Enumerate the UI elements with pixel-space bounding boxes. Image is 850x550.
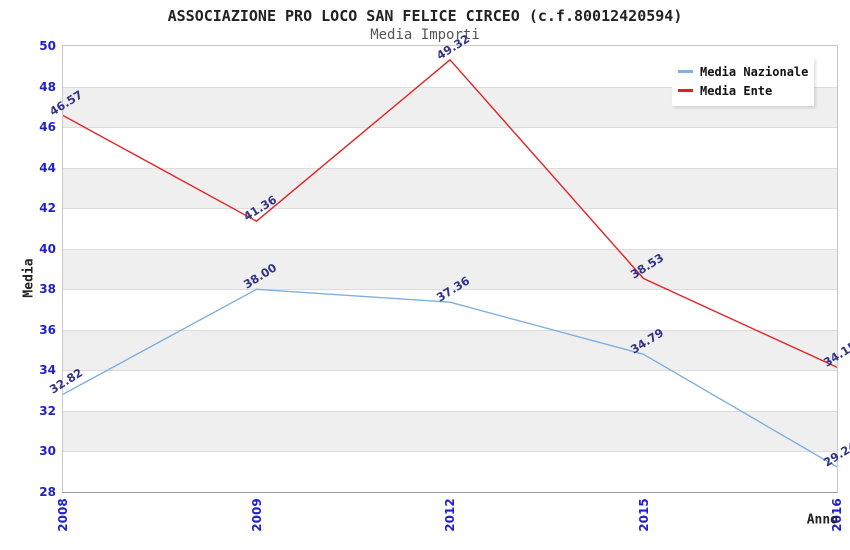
y-tick-label: 50 bbox=[39, 39, 56, 53]
y-tick-label: 40 bbox=[39, 241, 56, 256]
legend-swatch-media-nazionale-line bbox=[678, 70, 693, 73]
gridline bbox=[63, 127, 837, 129]
legend-item-media-nazionale: Media Nazionale bbox=[678, 62, 814, 81]
gridline bbox=[63, 451, 837, 453]
plot-band bbox=[63, 127, 837, 168]
gridline bbox=[63, 289, 837, 291]
legend-swatch-media-ente-line bbox=[678, 89, 693, 92]
plot-band bbox=[63, 451, 837, 492]
gridline bbox=[63, 410, 837, 412]
plot-band bbox=[63, 289, 837, 330]
y-tick-label: 46 bbox=[39, 120, 56, 135]
y-tick-label: 48 bbox=[39, 79, 56, 94]
plot-band bbox=[63, 410, 837, 452]
y-tick-label: 42 bbox=[39, 201, 56, 216]
x-tick-label: 2008 bbox=[56, 498, 70, 532]
y-axis-title: Media bbox=[21, 258, 37, 298]
gridline bbox=[63, 329, 837, 331]
gridline bbox=[63, 370, 837, 372]
chart-title: ASSOCIAZIONE PRO LOCO SAN FELICE CIRCEO … bbox=[167, 7, 683, 25]
y-tick-label: 34 bbox=[39, 363, 56, 378]
plot-band bbox=[63, 248, 837, 290]
y-tick-label: 28 bbox=[39, 485, 56, 499]
plot-area: 32.82 38.00 37.36 34.79 29.24 46.57 41.36 49.32… bbox=[47, 31, 850, 493]
gridline bbox=[63, 208, 837, 210]
plot-band bbox=[63, 208, 837, 249]
y-tick-label: 38 bbox=[39, 282, 56, 297]
x-tick-label: 2009 bbox=[249, 498, 264, 532]
plot-band bbox=[63, 370, 837, 411]
y-tick-label: 30 bbox=[39, 444, 56, 459]
legend-label-media-nazionale: Media Nazionale bbox=[700, 64, 809, 79]
x-tick-label: 2012 bbox=[443, 498, 457, 532]
plot-band bbox=[63, 167, 837, 209]
series-lines bbox=[63, 59, 837, 468]
gridline bbox=[63, 167, 837, 169]
legend-label-media-ente: Media Ente bbox=[700, 83, 773, 98]
y-tick-label: 36 bbox=[39, 322, 56, 337]
legend-item-media-ente: Media Ente bbox=[678, 81, 814, 100]
gridline bbox=[63, 86, 837, 88]
chart-subtitle: Media Importi bbox=[370, 27, 480, 43]
gridline bbox=[63, 248, 837, 250]
y-tick-label: 44 bbox=[39, 160, 56, 175]
y-tick-label: 32 bbox=[39, 403, 56, 418]
x-axis-title: Anno bbox=[806, 512, 838, 528]
legend: Media Nazionale Media Ente bbox=[672, 57, 814, 106]
x-tick-label: 2015 bbox=[636, 498, 651, 532]
plot-band bbox=[63, 329, 837, 371]
